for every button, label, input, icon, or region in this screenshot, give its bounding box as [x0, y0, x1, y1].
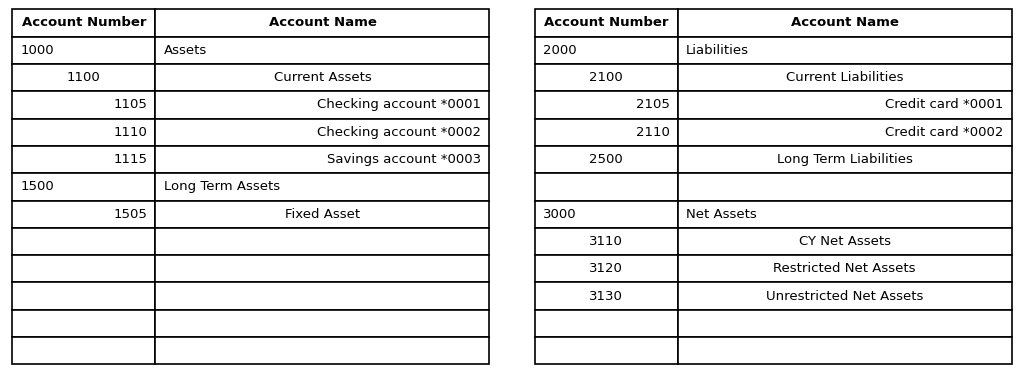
Bar — [678, 337, 1012, 364]
Text: Fixed Asset: Fixed Asset — [285, 208, 360, 221]
Text: Checking account *0001: Checking account *0001 — [317, 98, 481, 111]
Bar — [535, 337, 678, 364]
Bar — [678, 37, 1012, 64]
Text: 3130: 3130 — [589, 290, 623, 303]
Bar — [12, 173, 156, 201]
Bar — [12, 201, 156, 228]
Text: Checking account *0002: Checking account *0002 — [317, 126, 481, 139]
Text: 2105: 2105 — [636, 98, 670, 111]
Bar — [678, 201, 1012, 228]
Bar — [12, 310, 156, 337]
Text: 2000: 2000 — [543, 44, 577, 57]
Text: 1115: 1115 — [114, 153, 147, 166]
Bar — [12, 118, 156, 146]
Text: Account Name: Account Name — [791, 16, 899, 29]
Text: 1100: 1100 — [67, 71, 100, 84]
Text: Liabilities: Liabilities — [686, 44, 749, 57]
Bar — [156, 37, 489, 64]
Bar — [678, 146, 1012, 173]
Bar — [156, 173, 489, 201]
Bar — [12, 91, 156, 118]
Bar — [535, 173, 678, 201]
Text: Long Term Liabilities: Long Term Liabilities — [777, 153, 912, 166]
Bar — [156, 64, 489, 91]
Bar — [156, 146, 489, 173]
Text: Account Name: Account Name — [268, 16, 377, 29]
Text: 1505: 1505 — [114, 208, 147, 221]
Text: Savings account *0003: Savings account *0003 — [327, 153, 481, 166]
Text: 2100: 2100 — [589, 71, 623, 84]
Bar — [678, 64, 1012, 91]
Bar — [678, 118, 1012, 146]
Text: Current Liabilities: Current Liabilities — [786, 71, 903, 84]
Text: Credit card *0001: Credit card *0001 — [885, 98, 1004, 111]
Bar — [12, 337, 156, 364]
Text: Current Assets: Current Assets — [273, 71, 372, 84]
Bar — [156, 118, 489, 146]
Text: 1110: 1110 — [114, 126, 147, 139]
Text: 2110: 2110 — [636, 126, 670, 139]
Text: 1000: 1000 — [20, 44, 54, 57]
Text: Account Number: Account Number — [22, 16, 146, 29]
Bar — [156, 255, 489, 282]
Bar — [535, 201, 678, 228]
Text: Long Term Assets: Long Term Assets — [164, 180, 280, 194]
Text: 1105: 1105 — [114, 98, 147, 111]
Text: Restricted Net Assets: Restricted Net Assets — [773, 262, 915, 275]
Bar — [535, 310, 678, 337]
Bar — [12, 255, 156, 282]
Bar — [535, 146, 678, 173]
Bar — [678, 91, 1012, 118]
Bar — [535, 228, 678, 255]
Bar — [535, 118, 678, 146]
Text: Credit card *0002: Credit card *0002 — [885, 126, 1004, 139]
Bar — [678, 255, 1012, 282]
Bar — [156, 201, 489, 228]
Bar — [156, 91, 489, 118]
Text: 3120: 3120 — [589, 262, 623, 275]
Bar — [678, 173, 1012, 201]
Bar — [12, 282, 156, 310]
Bar — [12, 228, 156, 255]
Bar — [12, 9, 156, 37]
Bar — [12, 146, 156, 173]
Bar — [535, 64, 678, 91]
Text: 3000: 3000 — [543, 208, 577, 221]
Text: Unrestricted Net Assets: Unrestricted Net Assets — [766, 290, 924, 303]
Bar — [156, 228, 489, 255]
Bar — [12, 64, 156, 91]
Text: CY Net Assets: CY Net Assets — [799, 235, 891, 248]
Text: 3110: 3110 — [589, 235, 623, 248]
Bar — [535, 255, 678, 282]
Bar — [535, 9, 678, 37]
Bar — [678, 9, 1012, 37]
Bar — [535, 91, 678, 118]
Bar — [535, 37, 678, 64]
Bar — [156, 9, 489, 37]
Bar — [156, 337, 489, 364]
Text: Net Assets: Net Assets — [686, 208, 757, 221]
Bar — [678, 228, 1012, 255]
Text: 1500: 1500 — [20, 180, 54, 194]
Text: Assets: Assets — [164, 44, 207, 57]
Bar — [156, 310, 489, 337]
Bar — [535, 282, 678, 310]
Bar — [156, 282, 489, 310]
Text: Account Number: Account Number — [544, 16, 669, 29]
Text: 2500: 2500 — [589, 153, 623, 166]
Bar — [678, 282, 1012, 310]
Bar — [12, 37, 156, 64]
Bar — [678, 310, 1012, 337]
